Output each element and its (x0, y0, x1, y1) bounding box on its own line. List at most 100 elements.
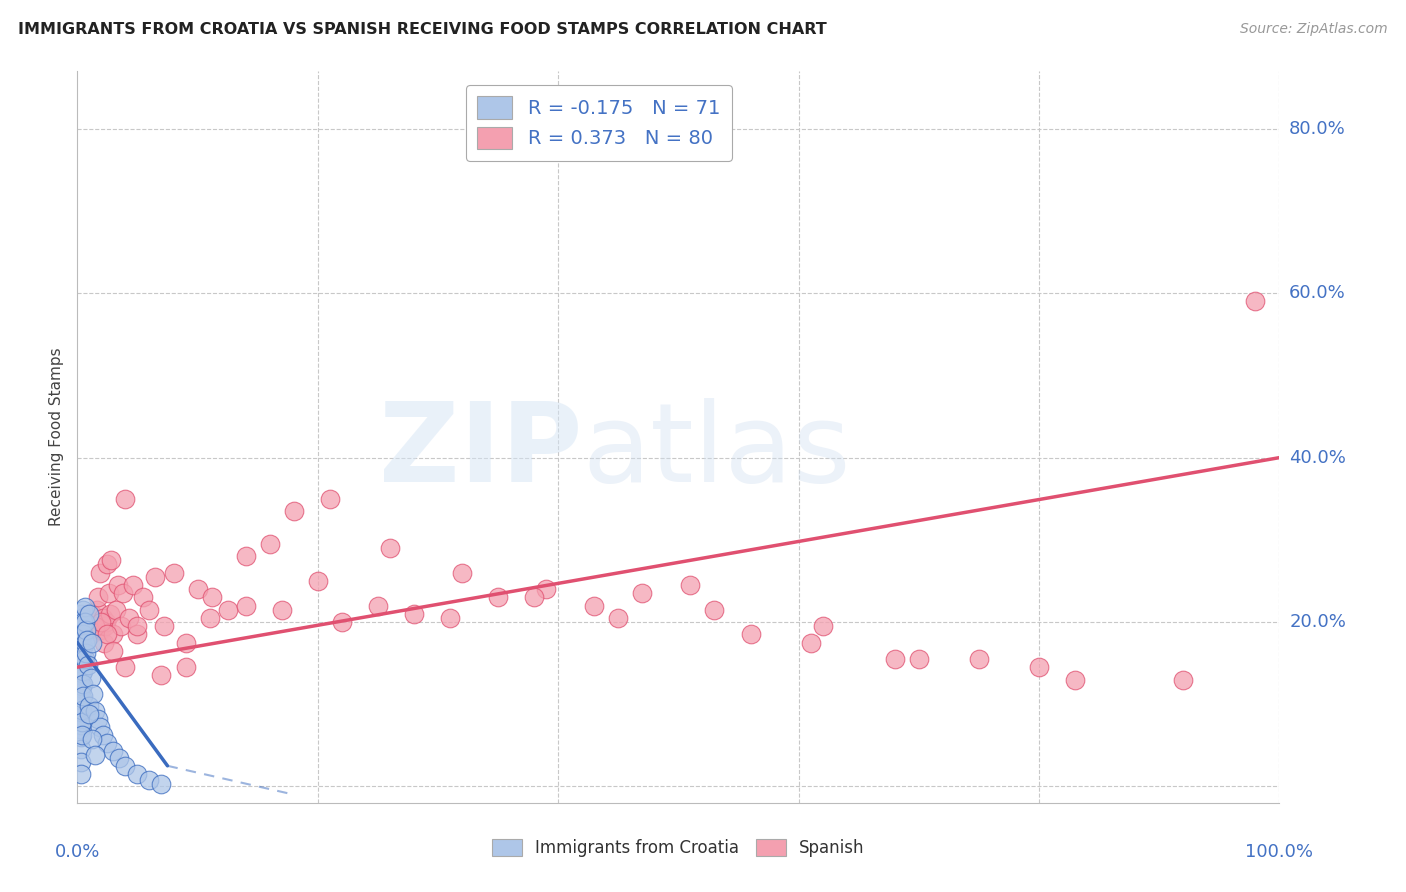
Point (1173, 673, 1195, 687)
Point (908, 652, 931, 666)
Point (83, 611, 105, 625)
Point (1244, 294, 1267, 309)
Point (114, 491, 136, 506)
Point (378, 541, 401, 555)
Point (98, 607, 121, 621)
Point (91, 611, 114, 625)
Point (740, 627, 762, 641)
Point (201, 591, 224, 605)
Point (89, 720, 111, 734)
Point (174, 660, 197, 674)
Point (70, 611, 93, 625)
Point (70, 755, 93, 769)
Point (90, 615, 112, 629)
Point (70, 681, 93, 695)
Point (607, 611, 630, 625)
Point (270, 602, 292, 616)
Point (70, 742, 93, 756)
Point (70, 641, 93, 656)
Point (72, 689, 94, 703)
Point (69, 709, 91, 723)
Point (96, 736, 118, 750)
Point (259, 537, 281, 551)
Point (76, 633, 98, 648)
Point (967, 652, 990, 666)
Text: 20.0%: 20.0% (1289, 613, 1346, 631)
Point (174, 635, 197, 649)
Point (70, 654, 93, 668)
Point (330, 615, 353, 629)
Point (70, 730, 93, 744)
Point (703, 602, 725, 616)
Point (1028, 660, 1050, 674)
Point (534, 582, 557, 596)
Point (69, 627, 91, 641)
Point (73, 615, 96, 629)
Point (72, 652, 94, 666)
Point (89, 566, 111, 580)
Point (80, 731, 103, 746)
Point (679, 578, 702, 592)
Point (70, 668, 93, 682)
Point (104, 602, 127, 616)
Point (87, 624, 110, 638)
Point (114, 759, 136, 773)
Point (73, 652, 96, 666)
Point (103, 627, 125, 641)
Point (70, 632, 93, 646)
Text: 100.0%: 100.0% (1246, 843, 1313, 861)
Point (91, 728, 114, 742)
Point (162, 566, 184, 580)
Point (87, 712, 110, 726)
Point (150, 668, 173, 682)
Point (70, 624, 93, 638)
Point (69, 635, 91, 649)
Point (79, 619, 101, 633)
Text: IMMIGRANTS FROM CROATIA VS SPANISH RECEIVING FOOD STAMPS CORRELATION CHART: IMMIGRANTS FROM CROATIA VS SPANISH RECEI… (18, 22, 827, 37)
Point (96, 558, 118, 572)
Point (486, 591, 509, 605)
Point (69, 697, 91, 711)
Point (69, 673, 91, 687)
Point (70, 615, 93, 629)
Point (70, 656, 93, 670)
Point (111, 586, 134, 600)
Point (72, 615, 94, 629)
Point (1064, 673, 1087, 687)
Text: 80.0%: 80.0% (1289, 120, 1346, 138)
Point (86, 602, 108, 616)
Point (103, 644, 125, 658)
Point (75, 646, 97, 660)
Point (367, 599, 389, 613)
Text: Source: ZipAtlas.com: Source: ZipAtlas.com (1240, 22, 1388, 37)
Point (451, 566, 474, 580)
Point (82, 619, 104, 633)
Point (75, 619, 97, 633)
Point (70, 607, 93, 621)
Point (73, 635, 96, 649)
Point (127, 619, 149, 633)
Text: 40.0%: 40.0% (1289, 449, 1346, 467)
Point (883, 652, 905, 666)
Point (94, 619, 117, 633)
Point (439, 611, 461, 625)
Point (583, 599, 606, 613)
Point (82, 687, 104, 701)
Point (70, 728, 93, 742)
Point (69, 648, 91, 662)
Point (93, 635, 115, 649)
Point (70, 644, 93, 658)
Point (70, 703, 93, 717)
Point (402, 607, 425, 621)
Point (96, 615, 118, 629)
Point (72, 615, 94, 629)
Point (118, 611, 141, 625)
Point (100, 553, 122, 567)
Point (70, 679, 93, 693)
Point (79, 698, 101, 713)
Point (283, 504, 305, 518)
Point (70, 619, 93, 633)
Point (114, 660, 136, 674)
Point (90, 624, 112, 638)
Point (72, 676, 94, 690)
